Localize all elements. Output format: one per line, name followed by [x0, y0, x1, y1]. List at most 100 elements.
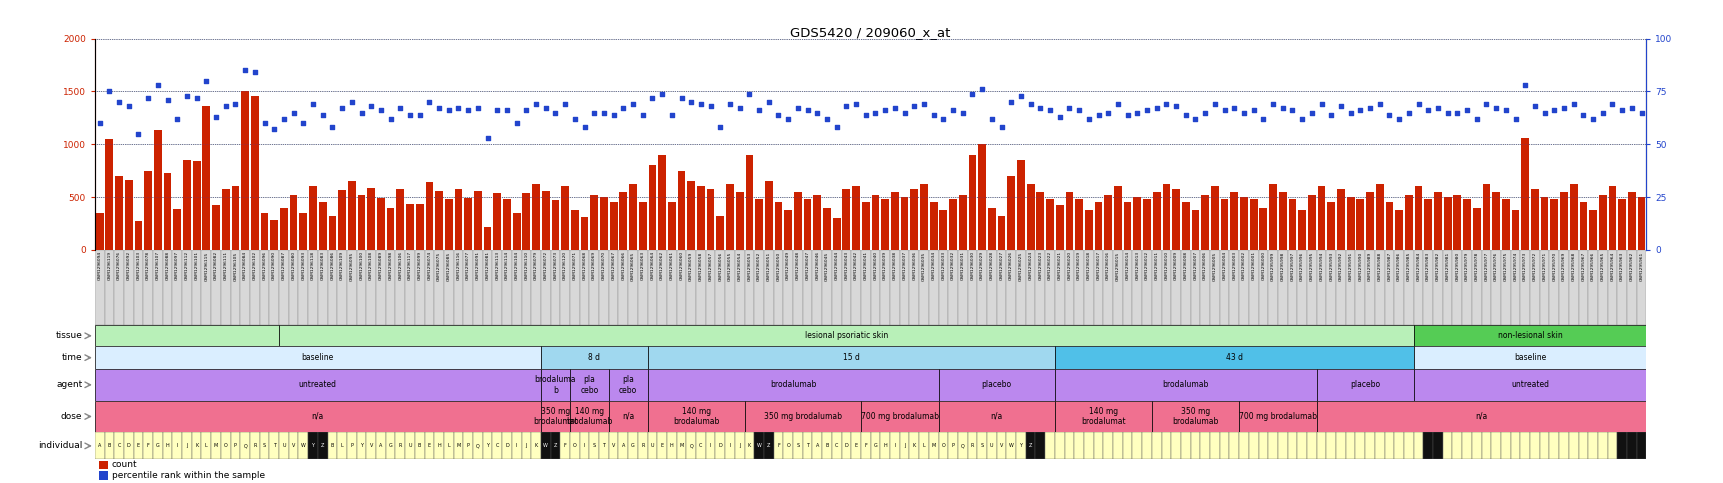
Bar	[493, 193, 501, 250]
Bar	[212, 205, 221, 250]
Text: pla
cebo: pla cebo	[619, 375, 638, 395]
Bar	[1054, 432, 1063, 459]
Point	[600, 111, 627, 118]
Text: dose: dose	[60, 412, 83, 421]
Point	[958, 90, 986, 98]
Point	[1597, 100, 1625, 108]
Text: GSM1295967: GSM1295967	[1580, 251, 1585, 281]
Bar	[570, 432, 579, 459]
Bar	[1103, 250, 1113, 325]
Point	[891, 109, 918, 116]
Bar	[1578, 250, 1587, 325]
Bar	[638, 250, 648, 325]
Bar	[386, 250, 395, 325]
Bar	[687, 181, 694, 250]
Bar	[832, 250, 841, 325]
Bar	[1122, 250, 1132, 325]
Bar	[1452, 195, 1461, 250]
Text: GSM1296019: GSM1296019	[1077, 251, 1080, 281]
Bar	[929, 432, 937, 459]
Bar	[453, 432, 463, 459]
Point	[1054, 104, 1082, 112]
Text: GSM1295994: GSM1295994	[1318, 251, 1323, 281]
Text: B: B	[825, 443, 829, 448]
Bar	[1054, 400, 1151, 432]
Bar	[910, 250, 918, 325]
Bar	[1637, 197, 1644, 250]
Text: GSM1296026: GSM1296026	[1008, 251, 1013, 281]
Bar	[1132, 197, 1141, 250]
Bar	[474, 191, 481, 250]
Bar	[522, 432, 531, 459]
Text: K: K	[911, 443, 915, 448]
Text: GSM1295972: GSM1295972	[1532, 251, 1535, 281]
Bar	[1578, 202, 1587, 250]
Text: GSM1296043: GSM1296043	[844, 251, 848, 281]
Point	[1627, 109, 1654, 116]
Bar	[443, 250, 453, 325]
Text: S: S	[593, 443, 596, 448]
Bar	[1463, 199, 1470, 250]
Bar	[1084, 250, 1092, 325]
Point	[784, 104, 812, 112]
Bar	[231, 186, 239, 250]
Bar	[1327, 202, 1334, 250]
Bar	[1587, 432, 1597, 459]
Bar	[1306, 250, 1316, 325]
Text: GSM1296078: GSM1296078	[146, 251, 150, 281]
Point	[115, 102, 143, 110]
Text: GSM1296115: GSM1296115	[205, 251, 208, 281]
Point	[455, 107, 482, 114]
Text: GSM1295962: GSM1295962	[1628, 251, 1633, 281]
Text: GSM1296064: GSM1296064	[650, 251, 655, 281]
Text: individual: individual	[38, 441, 83, 450]
Bar	[958, 195, 967, 250]
Point	[610, 104, 638, 112]
Bar	[1316, 250, 1325, 325]
Bar	[1316, 186, 1325, 250]
Point	[1559, 100, 1587, 108]
Bar	[1220, 250, 1228, 325]
Bar	[512, 432, 520, 459]
Text: placebo: placebo	[980, 380, 1011, 389]
Bar	[1180, 432, 1191, 459]
Bar	[453, 250, 463, 325]
Bar	[832, 432, 841, 459]
Text: S: S	[980, 443, 984, 448]
Bar	[124, 432, 134, 459]
Bar	[162, 250, 172, 325]
Bar	[753, 432, 763, 459]
Text: C: C	[117, 443, 121, 448]
Point	[1161, 102, 1189, 110]
Text: GSM1296020: GSM1296020	[1067, 251, 1070, 281]
Bar	[1092, 432, 1103, 459]
Text: brodaluma
b: brodaluma b	[534, 375, 575, 395]
Bar	[937, 400, 1054, 432]
Text: GSM1296023: GSM1296023	[1037, 251, 1042, 281]
Text: GSM1296013: GSM1296013	[1135, 251, 1139, 281]
Bar	[1423, 199, 1432, 250]
Bar	[396, 188, 403, 250]
Point	[1365, 100, 1392, 108]
Text: R: R	[398, 443, 401, 448]
Bar	[589, 195, 598, 250]
Text: L: L	[922, 443, 925, 448]
Bar	[482, 250, 493, 325]
Bar	[870, 250, 880, 325]
Bar	[338, 190, 346, 250]
Bar	[424, 250, 434, 325]
Point	[977, 115, 1005, 123]
Bar	[579, 432, 589, 459]
Point	[1278, 107, 1306, 114]
Text: D: D	[718, 443, 722, 448]
Bar	[377, 198, 384, 250]
Text: GSM1296081: GSM1296081	[486, 251, 489, 281]
Text: GSM1295966: GSM1295966	[1590, 251, 1594, 281]
Text: Z: Z	[1029, 443, 1032, 448]
Bar	[376, 250, 386, 325]
Text: A: A	[622, 443, 625, 448]
Bar	[880, 250, 889, 325]
Bar	[210, 250, 221, 325]
Bar	[656, 250, 667, 325]
Text: C: C	[834, 443, 837, 448]
